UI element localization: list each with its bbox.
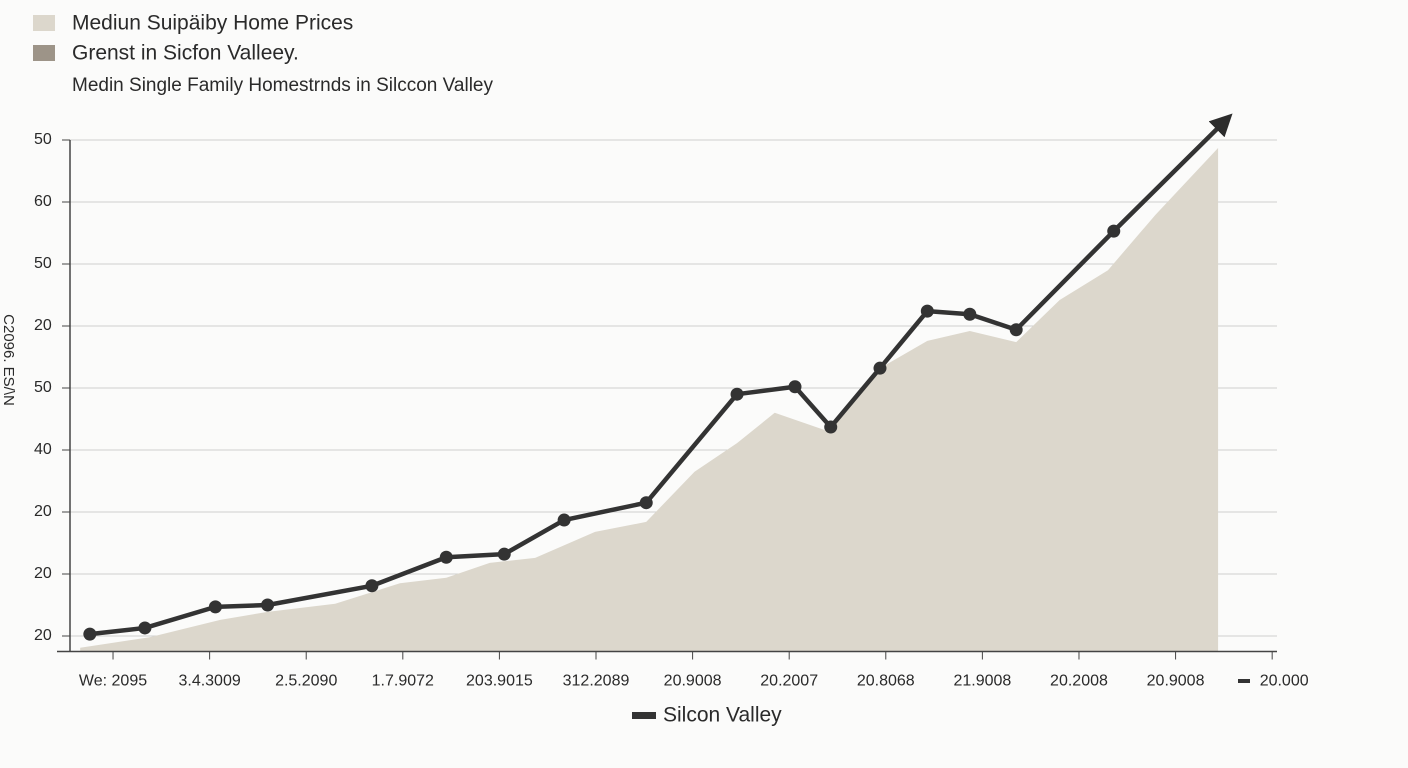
x-tick-label: 20.9008 — [1147, 673, 1205, 690]
y-tick-label: 50 — [34, 131, 52, 148]
y-tick-label: 40 — [34, 441, 52, 458]
point — [1009, 323, 1023, 337]
area — [80, 148, 1219, 652]
x-tick-label: 203.9015 — [466, 673, 533, 690]
point — [261, 598, 275, 612]
point — [365, 579, 379, 593]
x-tick-label: 3.4.3009 — [178, 673, 240, 690]
legend-swatch — [632, 712, 656, 719]
x-tick-label: 20.9008 — [664, 673, 722, 690]
tick-decoration — [1238, 679, 1250, 683]
point — [963, 307, 977, 321]
point — [920, 304, 934, 318]
point — [208, 600, 222, 614]
point — [497, 547, 511, 561]
point — [730, 387, 744, 401]
y-tick-label: 20 — [34, 627, 52, 644]
point — [873, 361, 887, 375]
y-tick-label: 60 — [34, 193, 52, 210]
legend-label: Grenst in Sicfon Valleey. — [72, 42, 299, 65]
y-tick-label: 20 — [34, 565, 52, 582]
x-tick-label: 312.2089 — [563, 673, 630, 690]
x-tick-label: 21.9008 — [953, 673, 1011, 690]
point — [557, 513, 571, 527]
y-tick-label: 20 — [34, 503, 52, 520]
point — [788, 380, 802, 394]
y-tick-label: 20 — [34, 317, 52, 334]
chart-title: Mediun Suipäiby Home Prices — [72, 12, 353, 35]
y-tick-label: 50 — [34, 379, 52, 396]
point — [639, 496, 653, 510]
legend-swatch — [33, 15, 55, 31]
plot-area: 20 20 20 40 50 20 50 60 50 We: 2095 3.4.3009 2.5.20… — [34, 113, 1309, 690]
x-tick-label: 20.2007 — [760, 673, 818, 690]
x-tick-label: 20.000 — [1260, 673, 1309, 690]
point — [1107, 224, 1121, 238]
legend-swatch — [33, 45, 55, 61]
x-tick-label: 20.2008 — [1050, 673, 1108, 690]
x-tick-label: 20.8068 — [857, 673, 915, 690]
y-axis-label: C2096. ES/\N — [0, 314, 17, 406]
line — [89, 113, 1233, 637]
point — [439, 550, 453, 564]
x-tick-label: We: 2095 — [79, 673, 147, 690]
chart-subtitle: Medin Single Family Homestrnds in Silcco… — [72, 75, 493, 96]
point — [138, 621, 152, 635]
point — [83, 627, 97, 641]
x-tick-label: 1.7.9072 — [372, 673, 434, 690]
legend-label: Silcon Valley — [663, 704, 782, 727]
y-tick-label: 50 — [34, 255, 52, 272]
point — [824, 420, 838, 434]
x-tick-label: 2.5.2090 — [275, 673, 337, 690]
